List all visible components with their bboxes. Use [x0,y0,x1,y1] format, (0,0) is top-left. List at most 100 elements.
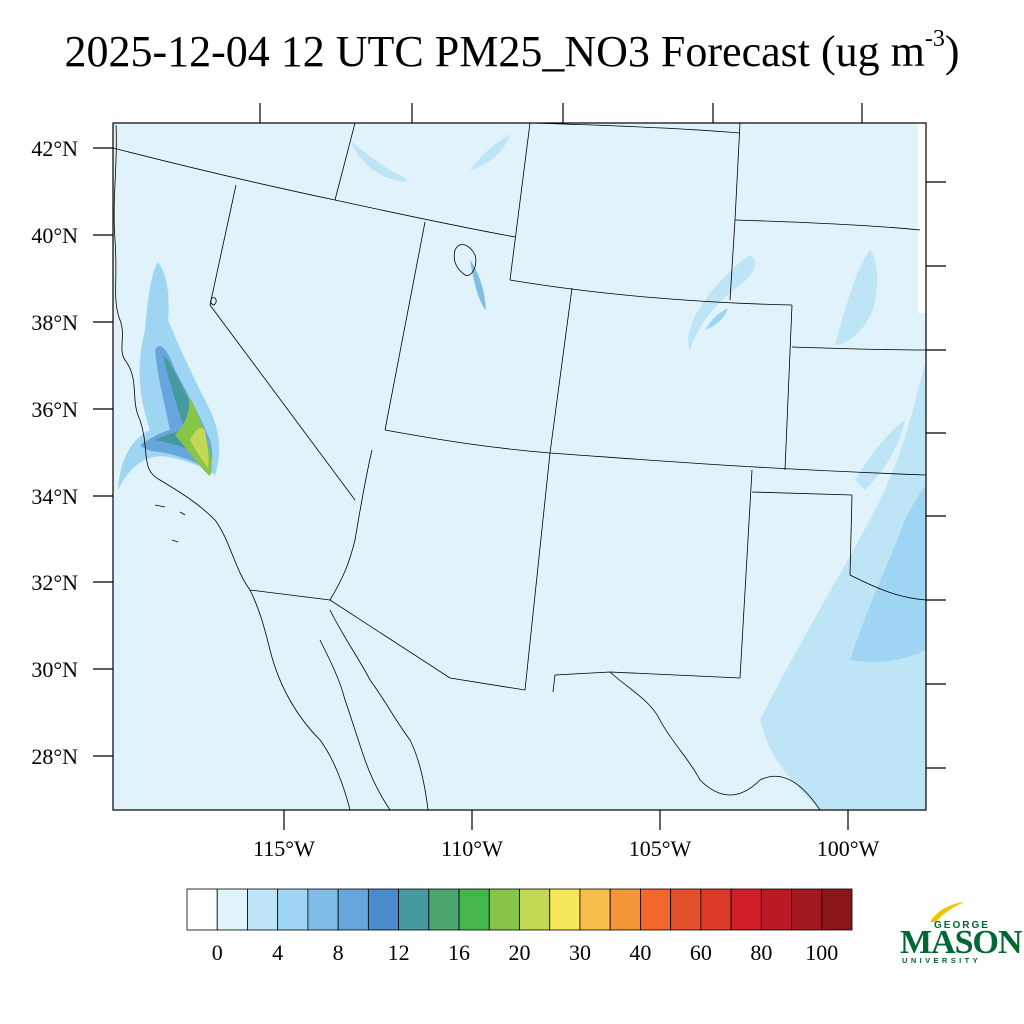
colorbar [186,888,853,931]
nebraska-line [734,219,921,231]
lon-label: 115°W [253,836,315,861]
ut-co-border [549,287,573,454]
wyoming-plume [470,135,510,170]
lon-label: 110°W [441,836,503,861]
colorbar-label: 60 [690,940,712,965]
boundaries [113,123,926,810]
colorbar-label: 20 [509,940,531,965]
channel-island-2 [179,511,186,516]
channel-island-1 [154,504,166,508]
tx-ok-east [849,494,926,601]
colorado-plume-outer [688,255,756,350]
colorbar-swatch [549,888,581,931]
nv-ut-border [384,221,426,431]
colorbar-swatch [488,888,520,931]
logo-george: GEORGE [934,920,990,931]
colorbar-label: 16 [448,940,470,965]
swoosh-icon [930,902,964,922]
colorbar-label: 30 [569,940,591,965]
plains-plume-inner [850,485,926,662]
colorbar-swatch [428,888,460,931]
colorbar-swatch [609,888,641,931]
co-ne-border [729,219,736,301]
no-data-strip [918,123,926,313]
title-close: ) [944,27,960,76]
plot-frame [112,122,927,811]
colorbar-swatch [640,888,672,931]
kansas-plume [835,250,878,345]
colorbar-swatch [579,888,611,931]
az-ut-border [384,429,926,476]
coastline [113,124,351,810]
colorbar-swatch [700,888,732,931]
rio-grande [609,671,821,810]
map-title: 2025-12-04 12 UTC PM25_NO3 Forecast (ug … [0,26,1024,77]
colorbar-label: 100 [805,940,838,965]
colorbar-label: 0 [212,940,223,965]
northern-border-42 [113,147,516,238]
colorbar-swatch [821,888,853,931]
colorbar-swatch [307,888,339,931]
nm-east [739,469,753,679]
tick-marks [93,103,946,830]
colorbar-swatch [186,888,218,931]
latitude-labels: 42°N 40°N 38°N 36°N 34°N 32°N 30°N 28°N [31,136,78,769]
idaho-border [334,123,356,201]
concentration-field [118,123,926,810]
lat-label: 42°N [31,136,78,161]
lon-label: 100°W [817,836,880,861]
colorado-river [329,449,373,601]
colorbar-label: 40 [629,940,651,965]
colorbar-swatch [670,888,702,931]
plains-plume-outer [760,360,926,810]
logo-university: UNIVERSITY [902,956,982,965]
gulf-coastline [319,639,391,810]
title-text: 2025-12-04 12 UTC PM25_NO3 Forecast (ug … [64,27,925,76]
colorbar-label: 4 [272,940,283,965]
lat-label: 30°N [31,657,78,682]
colorbar-swatch [337,888,369,931]
colorbar-label: 8 [333,940,344,965]
colorbar-swatch [730,888,762,931]
colorbar-labels: 0 4 8 12 16 20 30 40 60 80 100 [212,940,839,965]
lat-label: 36°N [31,397,78,422]
ca-nv-border [209,184,356,501]
colorbar-swatch [216,888,248,931]
colorbar-swatch [458,888,490,931]
colorbar-swatch [277,888,309,931]
tx-panhandle-top [751,491,853,496]
colorbar-label: 12 [388,940,410,965]
channel-island-3 [171,539,179,543]
colorbar-swatch [367,888,399,931]
baja-inner-coast [329,609,429,810]
montana-south [529,123,741,134]
lon-label: 105°W [629,836,692,861]
az-nm-border [524,452,551,691]
lat-label: 34°N [31,484,78,509]
idaho-plume [350,140,407,182]
lake-tahoe [210,297,217,306]
colorbar-swatch [519,888,551,931]
kansas-line [791,346,926,351]
lat-label: 32°N [31,570,78,595]
logo-mason: MASON [900,924,1023,961]
lat-label: 38°N [31,310,78,335]
title-superscript: -3 [924,26,945,53]
california-plume-max [190,428,209,468]
colorbar-swatch [398,888,430,931]
colorbar-swatch [760,888,792,931]
colorado-plume-inner [705,308,728,330]
colorbar-swatch [247,888,279,931]
nm-south [552,671,741,693]
lat-label: 40°N [31,223,78,248]
gmu-logo: GEORGE MASON UNIVERSITY [898,900,1023,970]
co-east [784,304,793,471]
us-mexico-border [249,589,526,691]
great-salt-lake [453,244,477,276]
lat-label: 28°N [31,744,78,769]
colorbar-label: 80 [750,940,772,965]
colorbar-swatch [791,888,823,931]
wyoming-east [734,123,741,221]
wyoming-south [509,279,793,306]
